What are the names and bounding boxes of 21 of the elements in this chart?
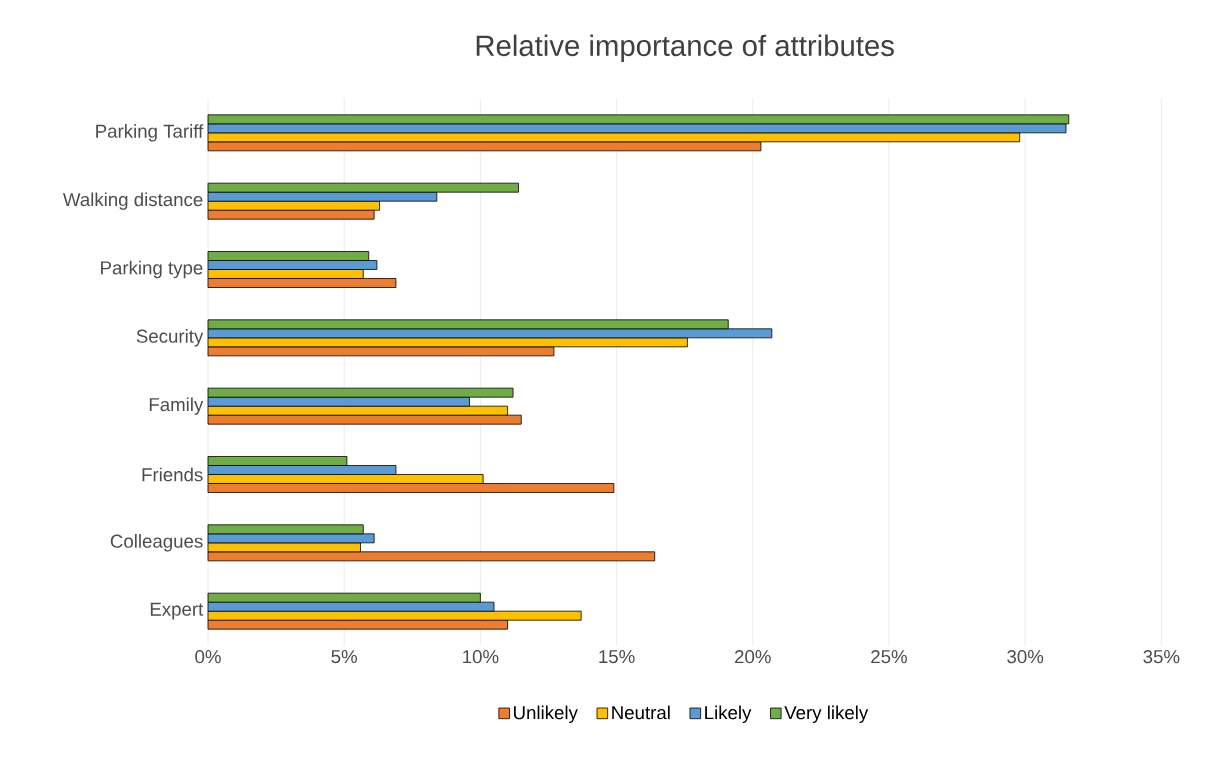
y-tick-label: Colleagues	[110, 533, 203, 552]
x-tick-label: 30%	[1007, 649, 1044, 664]
y-tick-label: Family	[149, 397, 204, 415]
x-tick-label: 0%	[195, 649, 221, 664]
x-tick-label: 15%	[599, 649, 635, 664]
x-tick-label: 25%	[871, 649, 907, 664]
x-tick-label: 10%	[463, 649, 499, 664]
chart-title: Relative importance of attributes	[476, 34, 894, 62]
y-tick-label: Expert	[150, 602, 204, 620]
legend-label: Very likely	[784, 705, 869, 723]
y-tick-label: Parking Tariff	[96, 123, 204, 142]
x-tick-label: 5%	[331, 649, 358, 664]
y-tick-label: Parking type	[101, 260, 203, 279]
y-tick-label: Friends	[142, 467, 203, 482]
x-tick-label: 35%	[1143, 649, 1180, 664]
y-tick-label: Walking distance	[62, 192, 203, 210]
y-tick-label: Security	[136, 328, 204, 347]
legend-label: Likely	[705, 705, 752, 723]
legend-label: Neutral	[612, 705, 670, 720]
x-tick-label: 20%	[735, 649, 771, 664]
legend-label: Unlikely	[514, 705, 578, 723]
